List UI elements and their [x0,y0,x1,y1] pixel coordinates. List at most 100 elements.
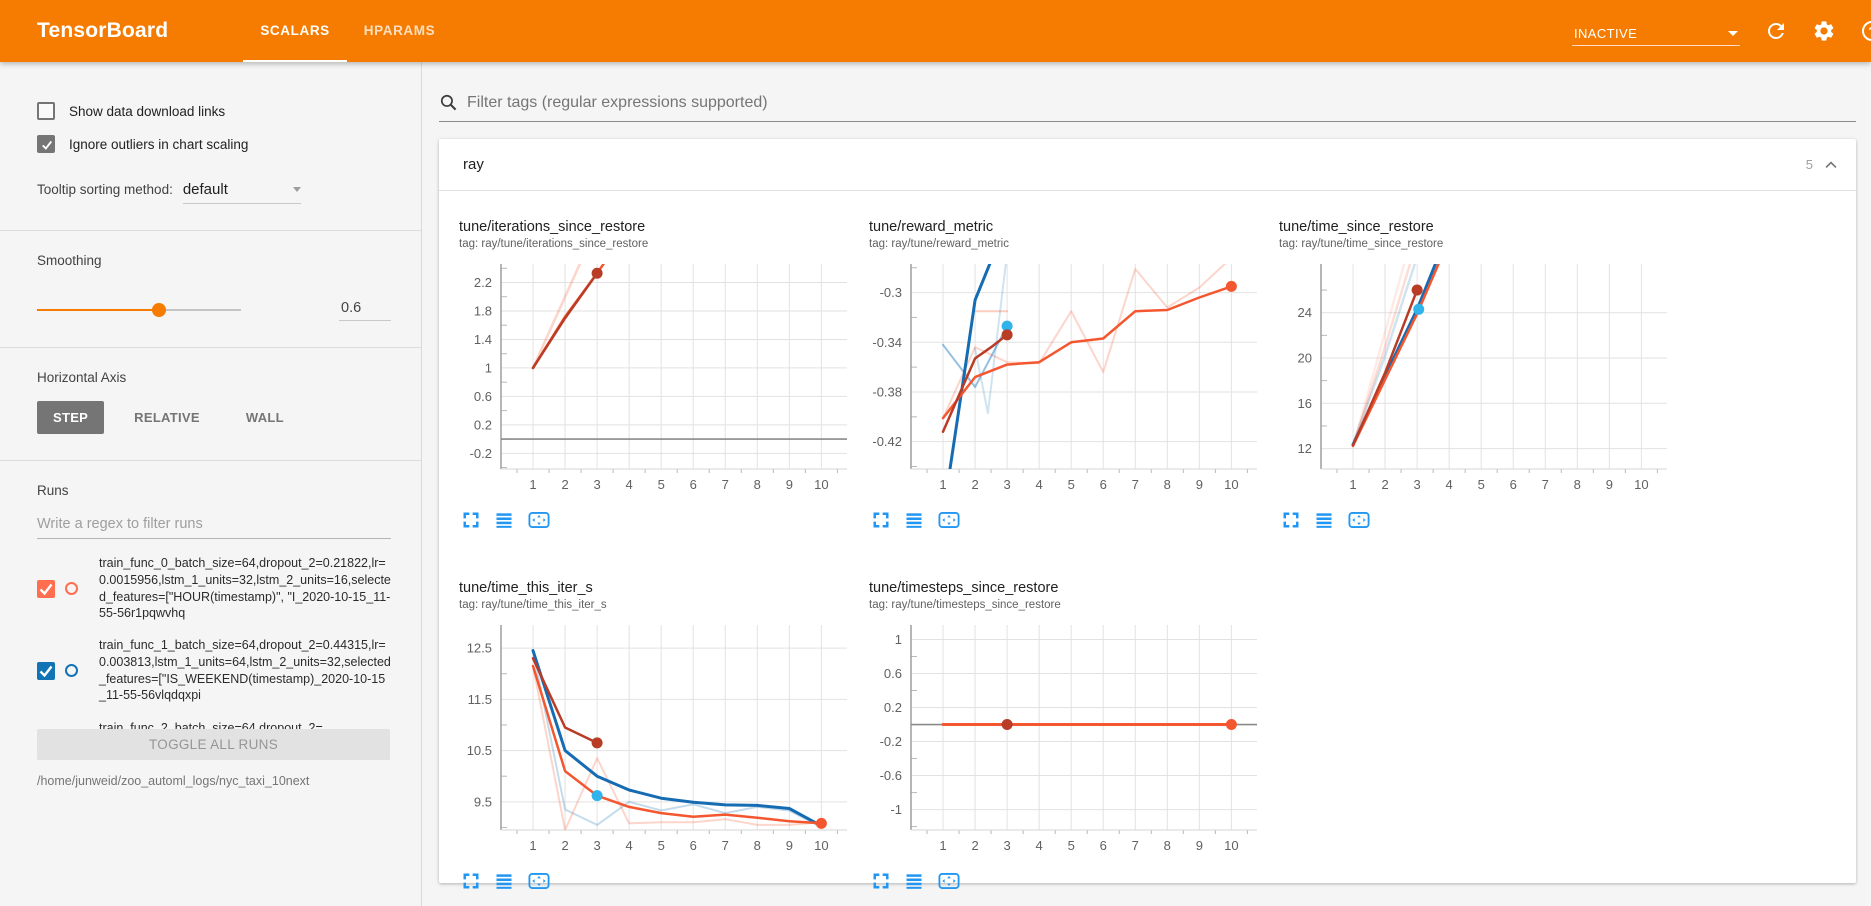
yaxis-toggle-icon[interactable] [904,510,924,530]
svg-text:3: 3 [1003,477,1010,492]
svg-text:6: 6 [1100,838,1107,853]
tab-scalars[interactable]: SCALARS [243,0,347,62]
refresh-icon[interactable] [1764,19,1788,43]
svg-text:9: 9 [1606,477,1613,492]
svg-text:-0.2: -0.2 [880,734,902,749]
svg-text:4: 4 [1036,477,1043,492]
fit-domain-icon[interactable] [1347,510,1371,530]
horizontal-axis-label: Horizontal Axis [37,370,127,385]
svg-text:12: 12 [1298,441,1312,456]
slider-thumb[interactable] [152,302,167,317]
svg-text:3: 3 [593,477,600,492]
checkbox-checked-icon[interactable] [37,135,55,153]
checkbox-unchecked-icon[interactable] [37,102,55,120]
toggle-all-runs-button[interactable]: TOGGLE ALL RUNS [37,729,390,760]
status-dropdown[interactable]: INACTIVE [1572,22,1740,46]
fullscreen-icon[interactable] [1281,510,1301,530]
svg-text:7: 7 [1132,838,1139,853]
smoothing-value[interactable]: 0.6 [339,298,391,321]
charts-grid: tune/iterations_since_restore tag: ray/tu… [439,191,1856,906]
fullscreen-icon[interactable] [871,871,891,891]
svg-text:5: 5 [658,838,665,853]
chart-plot[interactable]: -0.42 -0.38 -0.34 -0.3 1 2 3 4 5 6 7 8 9 10 [865,254,1267,501]
fit-domain-icon[interactable] [937,871,961,891]
svg-text:2.2: 2.2 [474,275,492,290]
settings-gear-icon[interactable] [1812,19,1836,43]
chart-plot[interactable]: -0.2 0.2 0.6 1 1.4 1.8 2.2 1 2 3 4 5 6 7 8 9 10 [455,254,857,501]
fit-domain-icon[interactable] [527,510,551,530]
svg-text:1: 1 [529,477,536,492]
yaxis-toggle-icon[interactable] [1314,510,1334,530]
run-item[interactable]: train_func_0_batch_size=64,dropout_2=0.2… [37,555,391,622]
axis-wall-button[interactable]: WALL [245,410,284,425]
svg-text:1: 1 [485,360,492,375]
svg-text:-0.34: -0.34 [872,335,902,350]
svg-text:5: 5 [1068,838,1075,853]
axis-relative-button[interactable]: RELATIVE [134,410,200,425]
horizontal-axis-buttons: STEP RELATIVE WALL [37,401,391,434]
tooltip-sorting-label: Tooltip sorting method: [37,182,173,197]
svg-text:-0.6: -0.6 [880,768,902,783]
svg-text:5: 5 [658,477,665,492]
svg-text:1: 1 [529,838,536,853]
chart-tag: tag: ray/tune/time_this_iter_s [459,599,607,611]
svg-text:0.2: 0.2 [474,417,492,432]
show-download-links-checkbox-row[interactable]: Show data download links [37,102,391,120]
tooltip-sorting-select[interactable]: default [182,181,301,204]
fullscreen-icon[interactable] [461,510,481,530]
run-checkbox[interactable] [37,661,55,680]
ignore-outliers-checkbox-row[interactable]: Ignore outliers in chart scaling [37,135,391,153]
chart-card: tune/iterations_since_restore tag: ray/tu… [455,219,857,530]
yaxis-toggle-icon[interactable] [494,510,514,530]
svg-text:8: 8 [1164,838,1171,853]
fullscreen-icon[interactable] [461,871,481,891]
chart-title: tune/iterations_since_restore [459,219,646,235]
svg-text:10: 10 [1224,477,1238,492]
section-title: ray [463,156,484,173]
svg-text:-0.3: -0.3 [880,285,902,300]
run-color-radio[interactable] [65,582,78,595]
svg-text:12.5: 12.5 [467,641,492,656]
svg-text:-0.38: -0.38 [872,384,902,399]
slider-track-filled [37,308,160,311]
ray-section-header[interactable]: ray 5 [439,139,1856,191]
chart-card: tune/time_this_iter_s tag: ray/tune/time_… [455,580,857,891]
chart-plot[interactable]: -1 -0.6 -0.2 0.2 0.6 1 1 2 3 4 5 6 7 8 9 10 [865,615,1267,862]
svg-text:-0.2: -0.2 [470,446,492,461]
chart-tag: tag: ray/tune/iterations_since_restore [459,238,649,250]
chart-plot[interactable]: 9.5 10.5 11.5 12.5 1 2 3 4 5 6 7 8 9 10 [455,615,857,862]
help-icon[interactable]: ? [1860,19,1871,43]
fit-domain-icon[interactable] [527,871,551,891]
yaxis-toggle-icon[interactable] [494,871,514,891]
chart-actions [871,871,1267,891]
runs-filter-input[interactable] [37,510,391,539]
axis-step-button[interactable]: STEP [37,401,105,434]
sidebar: Show data download links Ignore outliers… [0,62,422,906]
run-item-controls [37,661,99,680]
search-icon [440,94,457,111]
run-color-radio[interactable] [65,664,78,677]
svg-text:8: 8 [754,838,761,853]
svg-text:10: 10 [1224,838,1238,853]
svg-text:-0.42: -0.42 [872,434,902,449]
svg-text:9: 9 [1196,838,1203,853]
smoothing-row: 0.6 [37,298,391,321]
slider-track-empty [159,308,241,311]
svg-text:6: 6 [1510,477,1517,492]
yaxis-toggle-icon[interactable] [904,871,924,891]
smoothing-slider[interactable] [37,302,241,317]
tag-filter-input[interactable] [467,93,1856,112]
run-checkbox[interactable] [37,579,55,598]
svg-text:3: 3 [593,838,600,853]
svg-text:4: 4 [1446,477,1453,492]
chart-title: tune/timesteps_since_restore [869,580,1059,596]
fullscreen-icon[interactable] [871,510,891,530]
chart-title: tune/reward_metric [869,219,994,235]
run-item[interactable]: train_func_1_batch_size=64,dropout_2=0.4… [37,637,391,704]
chevron-up-icon[interactable] [1822,156,1840,174]
svg-text:9: 9 [786,477,793,492]
fit-domain-icon[interactable] [937,510,961,530]
tab-hparams[interactable]: HPARAMS [363,22,436,38]
svg-text:1: 1 [939,838,946,853]
